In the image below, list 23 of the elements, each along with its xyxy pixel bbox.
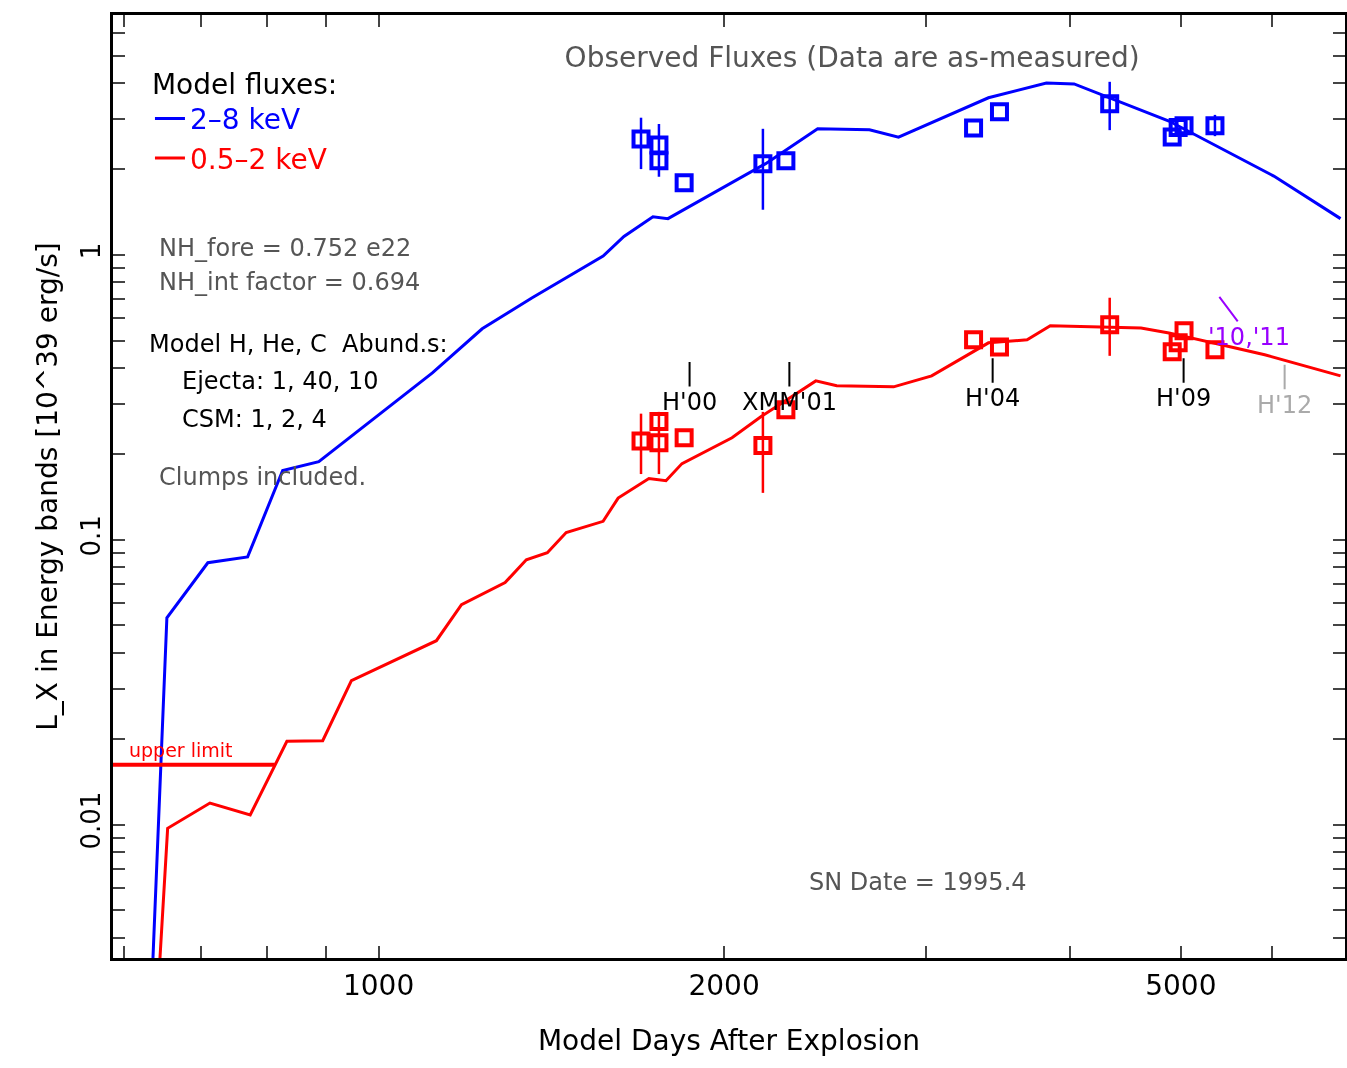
annotation: NH_fore = 0.752 e22 <box>159 234 412 262</box>
annotation: SN Date = 1995.4 <box>809 868 1027 896</box>
x-axis-title: Model Days After Explosion <box>537 1023 921 1057</box>
annotation: Model H, He, C Abund.s: <box>149 330 448 358</box>
x-tick-label: 5000 <box>1145 968 1217 1002</box>
y-tick-label: 1 <box>75 242 106 260</box>
annotation: '10,'11 <box>1208 323 1290 351</box>
legend-title: Model fluxes: <box>151 67 338 101</box>
annotation: H'12 <box>1257 391 1313 419</box>
x-tick-label: 1000 <box>342 968 415 1002</box>
annotation: H'04 <box>965 384 1021 412</box>
legend-label: 2–8 keV <box>189 103 301 137</box>
text: Observed Fluxes (Data are as-measured) <box>564 41 1140 75</box>
legend-label: 0.5–2 keV <box>189 142 327 176</box>
annotation: Ejecta: 1, 40, 10 <box>182 367 379 395</box>
y-tick-label: 0.01 <box>75 791 106 850</box>
x-tick-label: 2000 <box>688 968 760 1002</box>
y-axis-title: L_X in Energy bands [10^39 erg/s] <box>31 242 65 731</box>
y-tick-label: 0.1 <box>75 515 106 557</box>
annotation: H'00 <box>662 388 718 416</box>
annotation: CSM: 1, 2, 4 <box>182 405 327 433</box>
annotation: H'09 <box>1156 384 1212 412</box>
annotation: NH_int factor = 0.694 <box>159 268 421 296</box>
